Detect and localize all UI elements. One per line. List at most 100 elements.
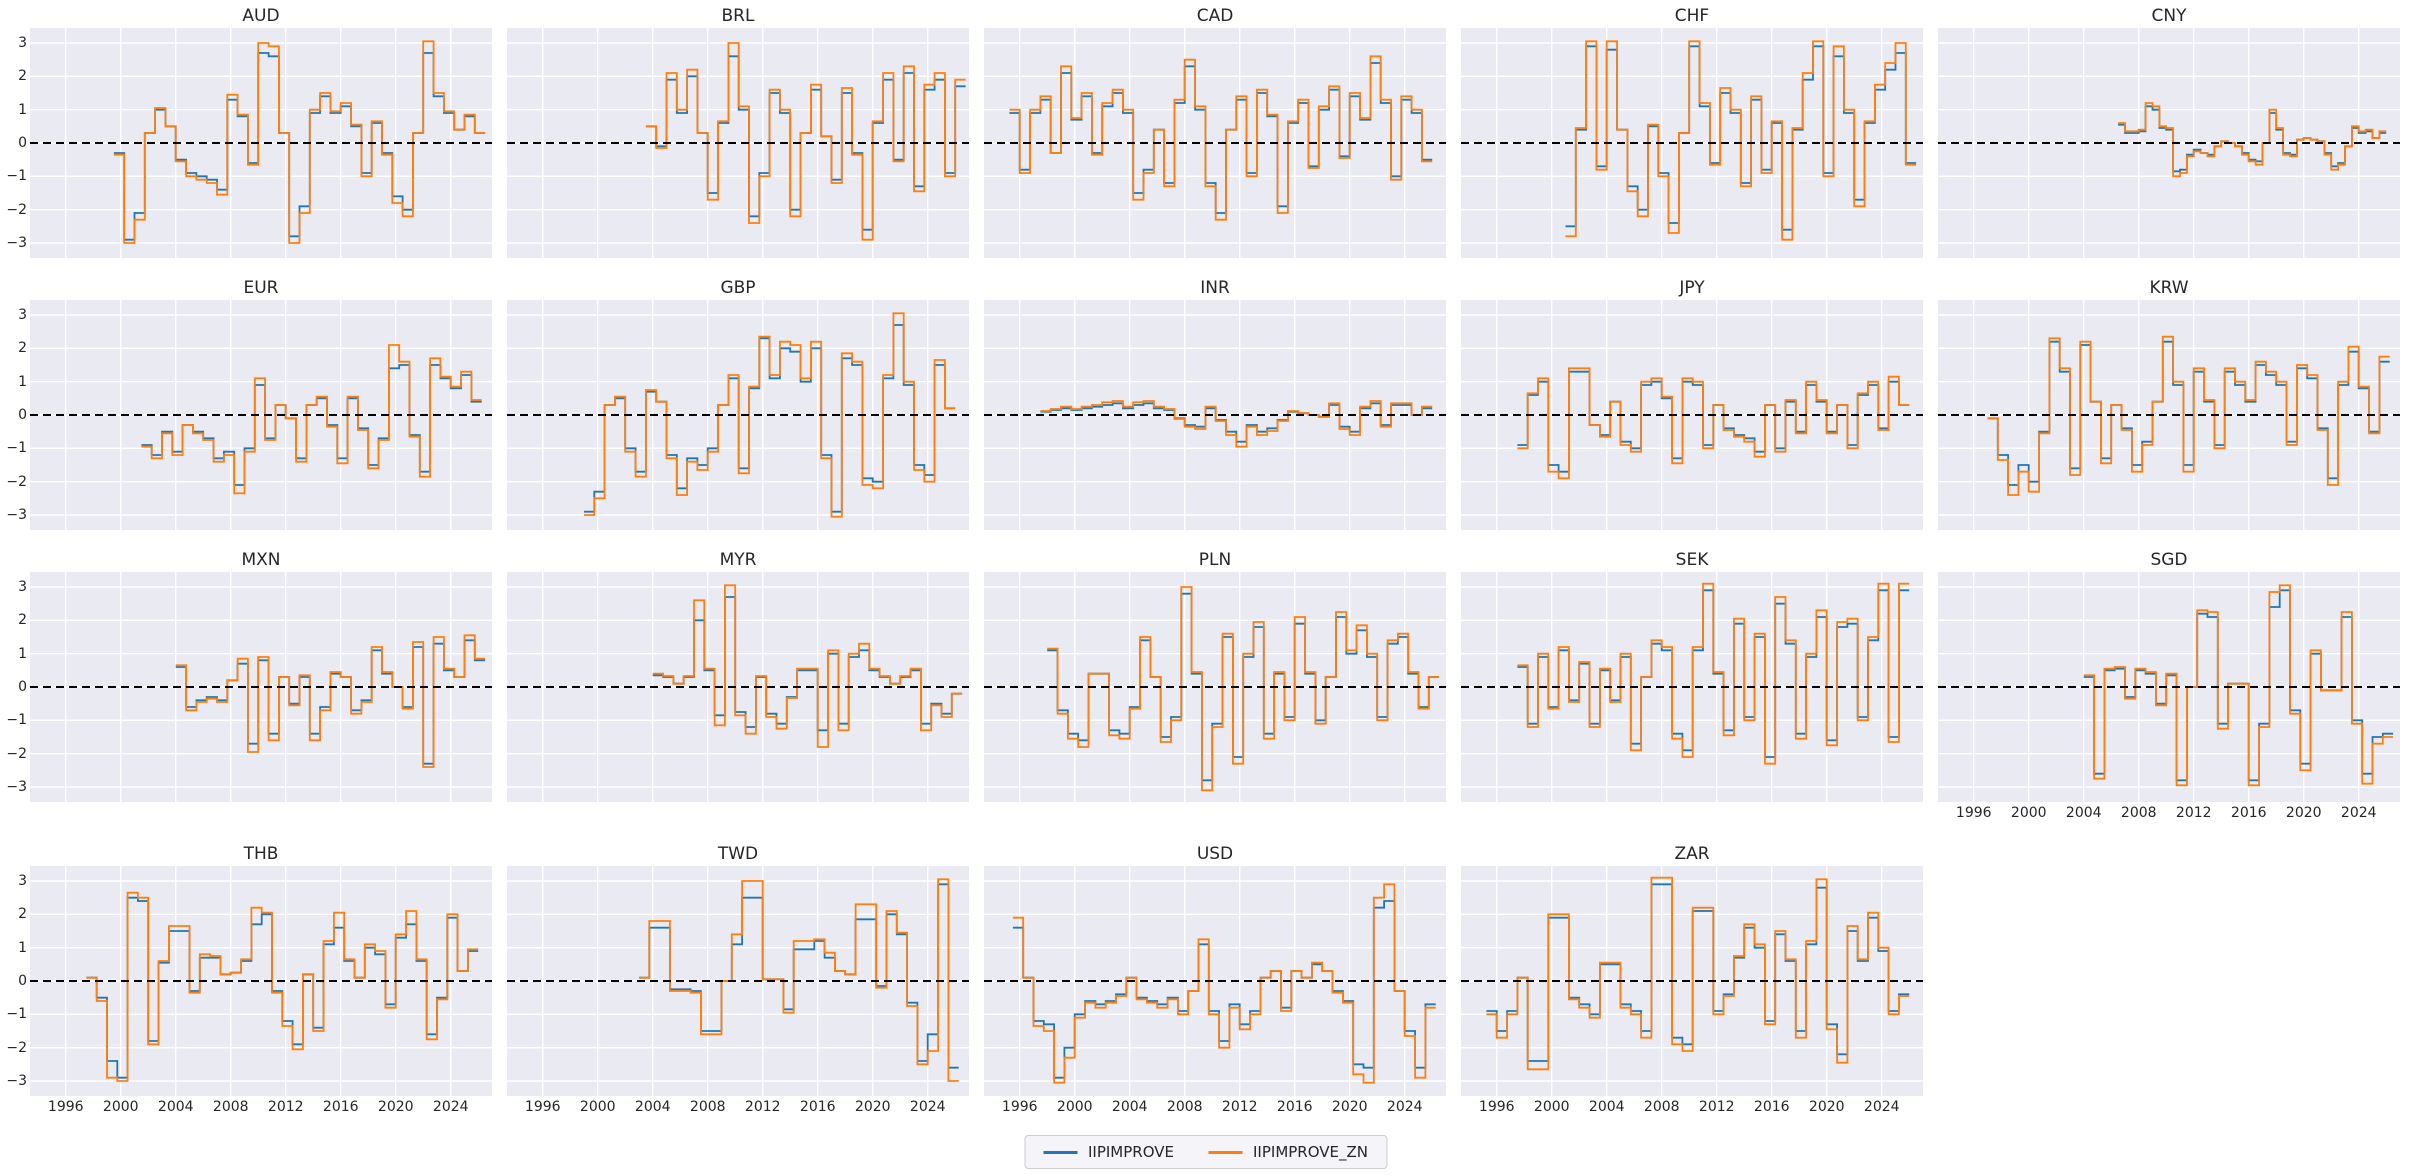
- subplot-title: INR: [1200, 278, 1230, 298]
- series-iipimprove-zn: [584, 312, 956, 518]
- plot-area: [507, 866, 969, 1096]
- series-iipimprove-zn: [1517, 582, 1910, 765]
- subplot-title: SGD: [2150, 550, 2188, 570]
- subplot-title: MYR: [719, 550, 757, 570]
- x-tick-label: 2004: [157, 1099, 194, 1115]
- x-tick-label: 2004: [1588, 1099, 1625, 1115]
- x-tick-label: 2012: [1221, 1099, 1258, 1115]
- series-iipimprove: [1987, 340, 2390, 486]
- x-axis-labels: 1996 2000 2004 2008 2012 2016 2020 2024: [507, 1096, 969, 1118]
- subplot-title: EUR: [243, 278, 279, 298]
- series-iipimprove-zn: [141, 344, 482, 495]
- y-tick-label: −3: [6, 507, 27, 523]
- plot-svg: [1461, 572, 1923, 802]
- series-iipimprove-zn: [2083, 584, 2394, 787]
- x-tick-label: 2020: [854, 1099, 891, 1115]
- x-tick-label: 2000: [2010, 805, 2047, 821]
- x-tick-label: 2008: [2120, 805, 2157, 821]
- x-axis-labels: 1996 2000 2004 2008 2012 2016 2020 2024: [1461, 1096, 1923, 1118]
- x-tick-label: 2020: [1808, 1099, 1845, 1115]
- plot-svg: [30, 300, 492, 530]
- x-tick-label: 2004: [634, 1099, 671, 1115]
- subplot-title: PLN: [1198, 550, 1232, 570]
- plot-area: [1461, 866, 1923, 1096]
- legend-swatch-iipimprove-zn: [1208, 1150, 1242, 1154]
- x-tick-label: 2016: [322, 1099, 359, 1115]
- plot-area: −3 −2 −1 0 1 2 3: [6, 300, 492, 530]
- series-iipimprove-zn: [1486, 876, 1910, 1071]
- plot-svg: [30, 28, 492, 258]
- y-tick-label: −2: [6, 473, 27, 490]
- y-tick-label: 2: [18, 68, 27, 85]
- plot-svg: [1938, 300, 2400, 530]
- subplot-title: CHF: [1674, 6, 1710, 26]
- subplot-jpy: JPY: [1446, 276, 1923, 530]
- y-tick-label: −1: [6, 168, 27, 185]
- y-tick-label: 3: [18, 307, 27, 323]
- subplot-myr: MYR: [492, 548, 969, 824]
- y-tick-label: 1: [18, 101, 27, 118]
- x-tick-label: 2004: [2065, 805, 2102, 821]
- x-tick-label: 2000: [1533, 1099, 1570, 1115]
- plot-svg: [1461, 28, 1923, 258]
- x-tick-label: 2004: [1111, 1099, 1148, 1115]
- series-iipimprove-zn: [1009, 55, 1433, 221]
- subplot-title: MXN: [241, 550, 281, 570]
- y-tick-label: 3: [18, 35, 27, 51]
- plot-svg: [1938, 572, 2400, 802]
- plot-area: [507, 28, 969, 258]
- series-iipimprove-zn: [86, 891, 479, 1082]
- x-tick-label: 2020: [1331, 1099, 1368, 1115]
- subplot-sek: SEK: [1446, 548, 1923, 824]
- subplot-title: SEK: [1675, 550, 1709, 570]
- plot-area: [507, 572, 969, 802]
- series-iipimprove-zn: [1047, 586, 1440, 792]
- subplot-title: CAD: [1196, 6, 1234, 26]
- legend: IIPIMPROVE IIPIMPROVE_ZN: [1023, 1135, 1388, 1169]
- plot-svg: [984, 572, 1446, 802]
- series-iipimprove-zn: [639, 878, 959, 1082]
- x-tick-label: 2000: [102, 1099, 139, 1115]
- series-iipimprove-zn: [1517, 367, 1910, 480]
- y-tick-label: −3: [6, 235, 27, 251]
- plot-svg: [984, 300, 1446, 530]
- plot-area: [1938, 300, 2400, 530]
- series-iipimprove-zn: [113, 40, 486, 244]
- plot-area: [1938, 572, 2400, 802]
- y-tick-label: −2: [6, 1039, 27, 1056]
- subplot-twd: TWD 1996 2000 2004 2008 2012 2016 2020 2024: [492, 842, 969, 1118]
- subplot-title: THB: [243, 844, 279, 864]
- y-tick-label: 0: [18, 679, 27, 695]
- plot-svg: [507, 866, 969, 1096]
- y-tick-label: 1: [18, 645, 27, 662]
- y-tick-label: 2: [18, 340, 27, 357]
- plot-area: −3 −2 −1 0 1 2 3: [6, 572, 492, 802]
- y-tick-label: 2: [18, 906, 27, 923]
- y-tick-label: 0: [18, 135, 27, 151]
- plot-svg: [30, 572, 492, 802]
- legend-item-iipimprove-zn: IIPIMPROVE_ZN: [1208, 1143, 1368, 1161]
- x-axis-labels: 1996 2000 2004 2008 2012 2016 2020 2024: [30, 1096, 492, 1118]
- plot-svg: [507, 572, 969, 802]
- y-tick-label: 3: [18, 873, 27, 889]
- subplot-eur: EUR −3 −2 −1 0 1 2 3: [0, 276, 492, 530]
- plot-svg: [30, 866, 492, 1096]
- series-iipimprove-zn: [645, 42, 966, 241]
- y-tick-label: 1: [18, 939, 27, 956]
- legend-label-iipimprove: IIPIMPROVE: [1087, 1143, 1174, 1161]
- y-tick-label: 2: [18, 612, 27, 629]
- x-axis-labels: 1996 2000 2004 2008 2012 2016 2020 2024: [984, 1096, 1446, 1118]
- x-tick-label: 2016: [1753, 1099, 1790, 1115]
- plot-svg: [1938, 28, 2400, 258]
- x-axis-labels: 1996 2000 2004 2008 2012 2016 2020 2024: [1938, 802, 2400, 824]
- series-iipimprove-zn: [1565, 40, 1917, 241]
- plot-area: [1461, 572, 1923, 802]
- y-tick-label: 0: [18, 407, 27, 423]
- subplot-thb: THB −3 −2 −1 0 1 2 3 1996 2000 2004 2008 2012 2016 202…: [0, 842, 492, 1118]
- x-tick-label: 2012: [744, 1099, 781, 1115]
- plot-area: [1461, 300, 1923, 530]
- subplot-pln: PLN: [969, 548, 1446, 824]
- subplot-title: AUD: [242, 6, 280, 26]
- x-tick-label: 2024: [1386, 1099, 1423, 1115]
- y-tick-label: −3: [6, 779, 27, 795]
